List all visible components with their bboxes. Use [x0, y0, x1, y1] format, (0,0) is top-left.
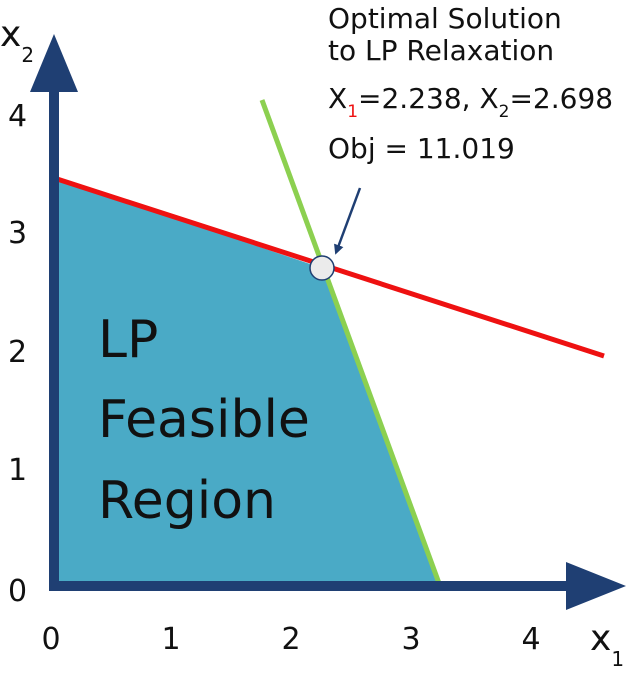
y-axis-label: x2 [0, 14, 34, 67]
x-tick-label: 2 [281, 622, 300, 657]
callout-title-line2: to LP Relaxation [328, 34, 554, 67]
y-axis-arrowhead [30, 34, 78, 92]
callout-title-line1: Optimal Solution [328, 2, 562, 35]
callout-solution-values: X1=2.238, X2=2.698 [328, 82, 613, 122]
x-tick-label: 3 [401, 622, 420, 657]
callout-arrow [334, 187, 362, 255]
y-tick-label: 4 [8, 99, 27, 134]
x-tick-label: 0 [41, 622, 60, 657]
callout-objective: Obj = 11.019 [328, 132, 515, 165]
y-tick-label: 2 [8, 335, 27, 370]
x-tick-label: 1 [161, 622, 180, 657]
region-label-line2: Feasible [98, 390, 310, 450]
feasible-region [54, 178, 440, 586]
green-constraint-line [259, 99, 443, 587]
y-tick-label: 3 [8, 216, 27, 251]
x-axis-arrowhead [566, 562, 626, 610]
y-tick-label: 0 [8, 574, 27, 609]
y-tick-label: 1 [8, 453, 27, 488]
region-label-line3: Region [98, 471, 276, 531]
x-axis-label: x1 [590, 618, 624, 671]
region-label-line1: LP [98, 310, 158, 370]
x-tick-label: 4 [521, 622, 540, 657]
optimal-point [309, 255, 335, 281]
